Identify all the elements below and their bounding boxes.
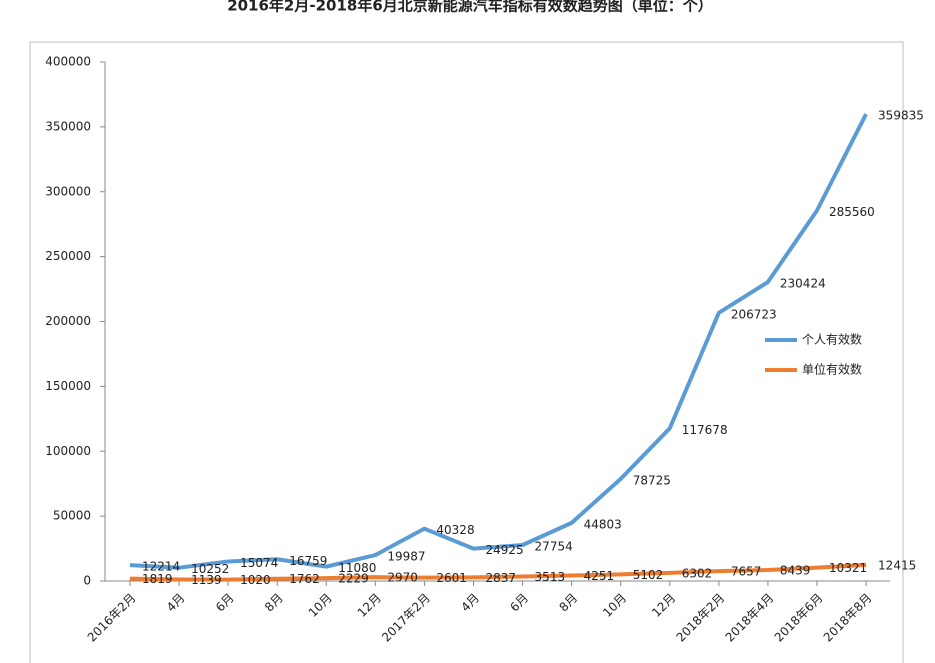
data-label: 7657 [731, 565, 762, 579]
series-line [129, 113, 868, 570]
data-label: 44803 [584, 517, 622, 531]
data-label: 19987 [387, 550, 425, 564]
data-label: 1819 [142, 572, 173, 586]
y-tick-label: 300000 [45, 184, 91, 198]
data-label: 4251 [584, 569, 615, 583]
chart-title: 2016年2月-2018年6月北京新能源汽车指标有效数趋势图（单位：个） [227, 0, 713, 15]
data-label: 15074 [240, 556, 278, 570]
y-tick-label: 150000 [45, 379, 91, 393]
y-tick-label: 250000 [45, 249, 91, 263]
data-label: 206723 [731, 307, 777, 321]
data-label: 24925 [485, 543, 523, 557]
data-label: 8439 [780, 564, 811, 578]
data-label: 40328 [436, 523, 474, 537]
data-label: 2970 [387, 571, 418, 585]
data-label: 10321 [829, 561, 867, 575]
data-label: 12214 [142, 560, 180, 574]
series-line [129, 562, 867, 582]
data-label: 2837 [485, 571, 516, 585]
y-tick-label: 100000 [45, 444, 91, 458]
data-label: 16759 [289, 554, 327, 568]
data-label: 10252 [191, 562, 229, 576]
data-label: 6302 [682, 566, 713, 580]
data-label: 78725 [633, 473, 671, 487]
y-tick-label: 0 [83, 574, 91, 588]
data-label: 11080 [338, 561, 376, 575]
y-tick-label: 200000 [45, 314, 91, 328]
data-label: 12415 [878, 558, 916, 572]
data-label: 2229 [338, 572, 369, 586]
y-tick-label: 400000 [45, 55, 91, 69]
legend-label: 单位有效数 [802, 362, 862, 377]
data-label: 27754 [535, 539, 573, 553]
legend-label: 个人有效数 [802, 332, 862, 347]
data-label: 230424 [780, 277, 826, 291]
plot-frame [29, 41, 904, 663]
y-tick-label: 50000 [53, 509, 91, 523]
data-label: 117678 [682, 423, 728, 437]
data-label: 1139 [191, 573, 222, 587]
data-label: 1762 [289, 572, 320, 586]
data-label: 5102 [633, 568, 664, 582]
data-label: 3513 [535, 570, 566, 584]
data-label: 1020 [240, 573, 271, 587]
data-label: 359835 [878, 109, 924, 123]
data-label: 285560 [829, 205, 875, 219]
y-tick-label: 350000 [45, 119, 91, 133]
data-label: 2601 [436, 571, 467, 585]
